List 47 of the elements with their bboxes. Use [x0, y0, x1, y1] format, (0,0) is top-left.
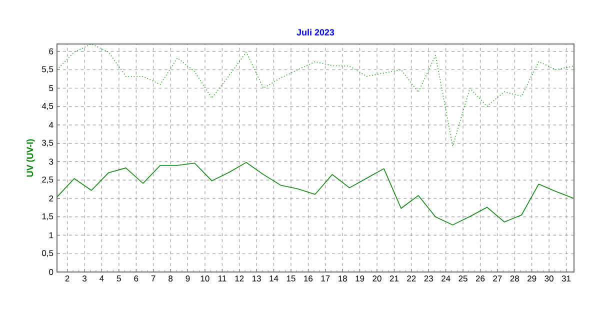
x-tick-label: 30: [544, 276, 554, 282]
x-tick-label: 20: [372, 276, 382, 282]
y-tick-label: 4,5: [42, 103, 54, 110]
x-tick-label: 24: [442, 276, 450, 282]
line-series: [57, 162, 574, 226]
y-tick-label: 3,5: [42, 140, 54, 147]
x-tick-label: 29: [528, 276, 536, 282]
y-tick-label: 5,5: [42, 66, 54, 74]
x-tick-label: 27: [493, 276, 502, 282]
y-tick-label: 2: [49, 196, 54, 202]
x-tick-label: 17: [321, 276, 330, 282]
x-tick-label: 3: [82, 276, 87, 282]
x-tick-label: 9: [186, 276, 190, 282]
y-tick-label: 3: [49, 158, 54, 165]
x-tick-label: 4: [100, 276, 104, 282]
x-tick-label: 16: [304, 276, 313, 282]
x-tick-label: 5: [116, 276, 121, 282]
x-tick-label: 6: [134, 276, 138, 282]
y-tick-label: 4: [48, 122, 54, 128]
x-tick-label: 31: [562, 276, 571, 282]
x-tick-label: 19: [356, 276, 364, 282]
x-tick-label: 10: [200, 276, 210, 282]
x-tick-label: 23: [424, 276, 433, 282]
x-tick-label: 18: [338, 276, 347, 282]
y-tick-label: 0,5: [42, 250, 54, 258]
y-tick-label: 2,5: [42, 176, 54, 184]
y-tick-label: 5: [49, 85, 54, 92]
x-tick-label: 28: [510, 276, 519, 282]
y-tick-label: 0: [49, 269, 54, 275]
x-tick-label: 12: [235, 276, 244, 282]
x-tick-label: 22: [407, 276, 416, 282]
x-tick-label: 11: [218, 276, 226, 282]
y-tick-label: 1: [49, 232, 54, 238]
x-tick-label: 7: [151, 276, 156, 282]
x-tick-label: 14: [270, 276, 278, 282]
y-tick-label: 6: [49, 48, 54, 54]
x-tick-label: 13: [252, 276, 261, 282]
chart-title: Juli 2023: [296, 28, 334, 36]
x-tick-label: 15: [286, 276, 296, 282]
x-tick-label: 21: [390, 276, 399, 282]
x-tick-label: 2: [65, 276, 70, 282]
x-tick-label: 26: [476, 276, 485, 282]
x-tick-label: 25: [458, 276, 468, 282]
y-tick-label: 1,5: [42, 213, 54, 220]
y-axis-title: UV (UV-I): [26, 139, 35, 177]
x-tick-label: 8: [168, 276, 173, 282]
line-series: [57, 44, 574, 147]
